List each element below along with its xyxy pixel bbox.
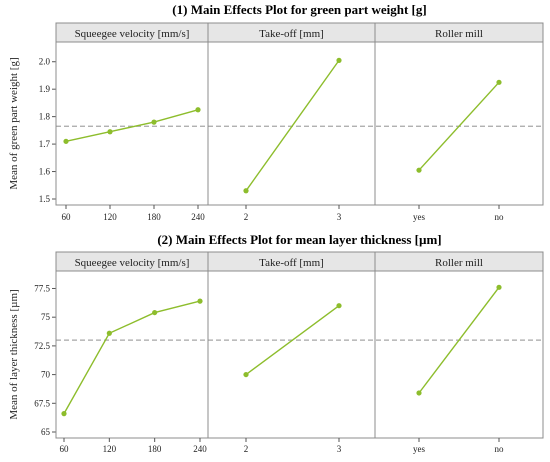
x-tick-label: 120 [103,444,117,454]
panel-frame [374,270,544,439]
panel-title: Take-off [mm] [259,257,324,269]
x-tick-label: 180 [147,212,161,222]
series-line [65,109,199,142]
data-point [496,79,502,85]
series-line [418,286,500,394]
y-tick-label: 75 [41,312,51,322]
data-point [107,129,113,135]
series-line [63,300,201,414]
data-point [195,107,201,113]
x-tick-label: 3 [337,444,342,454]
chart-title: (1) Main Effects Plot for green part wei… [172,2,426,17]
data-point [336,303,342,309]
x-tick-label: no [495,444,505,454]
data-point [496,284,502,290]
y-tick-label: 65 [41,427,51,437]
y-tick-label: 70 [41,370,51,380]
data-point [336,57,342,63]
x-tick-label: 120 [103,212,117,222]
x-tick-label: 3 [337,212,342,222]
y-axis-label: Mean of green part weight [g] [8,57,20,189]
data-point [106,330,112,336]
x-tick-label: 60 [60,444,70,454]
panel-title: Take-off [mm] [259,28,324,40]
y-tick-label: 1.8 [39,112,51,122]
series-line [245,305,340,376]
panel-frame [207,41,376,206]
x-tick-label: no [495,212,505,222]
panel-title: Roller mill [435,257,483,269]
data-point [152,309,158,316]
panel-frame [55,270,209,439]
x-tick-label: 60 [62,212,72,222]
panel-frame [374,41,544,206]
panel-frame [207,270,376,439]
data-point [243,371,249,378]
y-tick-label: 1.6 [39,167,51,177]
y-tick-label: 67.5 [34,398,50,408]
data-point [416,167,422,173]
y-tick-label: 72.5 [34,341,50,351]
x-tick-label: 240 [193,444,207,454]
x-tick-label: 180 [148,444,162,454]
panel-frame [55,41,209,206]
y-axis-label: Mean of layer thickness [µm] [8,289,20,419]
data-point [63,138,69,144]
series-line [418,81,500,171]
y-tick-label: 1.5 [39,194,51,204]
series-line [245,59,340,192]
panel-title: Squeegee velocity [mm/s] [75,257,190,269]
x-tick-label: 240 [191,212,205,222]
data-point [243,188,249,194]
data-point [416,390,422,396]
y-tick-label: 1.9 [39,84,51,94]
panel-title: Roller mill [435,28,483,40]
y-tick-label: 1.7 [39,139,51,149]
y-tick-label: 2.0 [39,57,51,67]
data-point [197,298,203,304]
data-point [61,411,67,417]
x-tick-label: yes [413,444,425,454]
x-tick-label: 2 [244,444,249,454]
x-tick-label: 2 [244,212,249,222]
panel-title: Squeegee velocity [mm/s] [75,28,190,40]
chart-title: (2) Main Effects Plot for mean layer thi… [157,232,441,247]
y-tick-label: 77.5 [34,283,50,293]
data-point [151,119,157,125]
x-tick-label: yes [413,212,425,222]
